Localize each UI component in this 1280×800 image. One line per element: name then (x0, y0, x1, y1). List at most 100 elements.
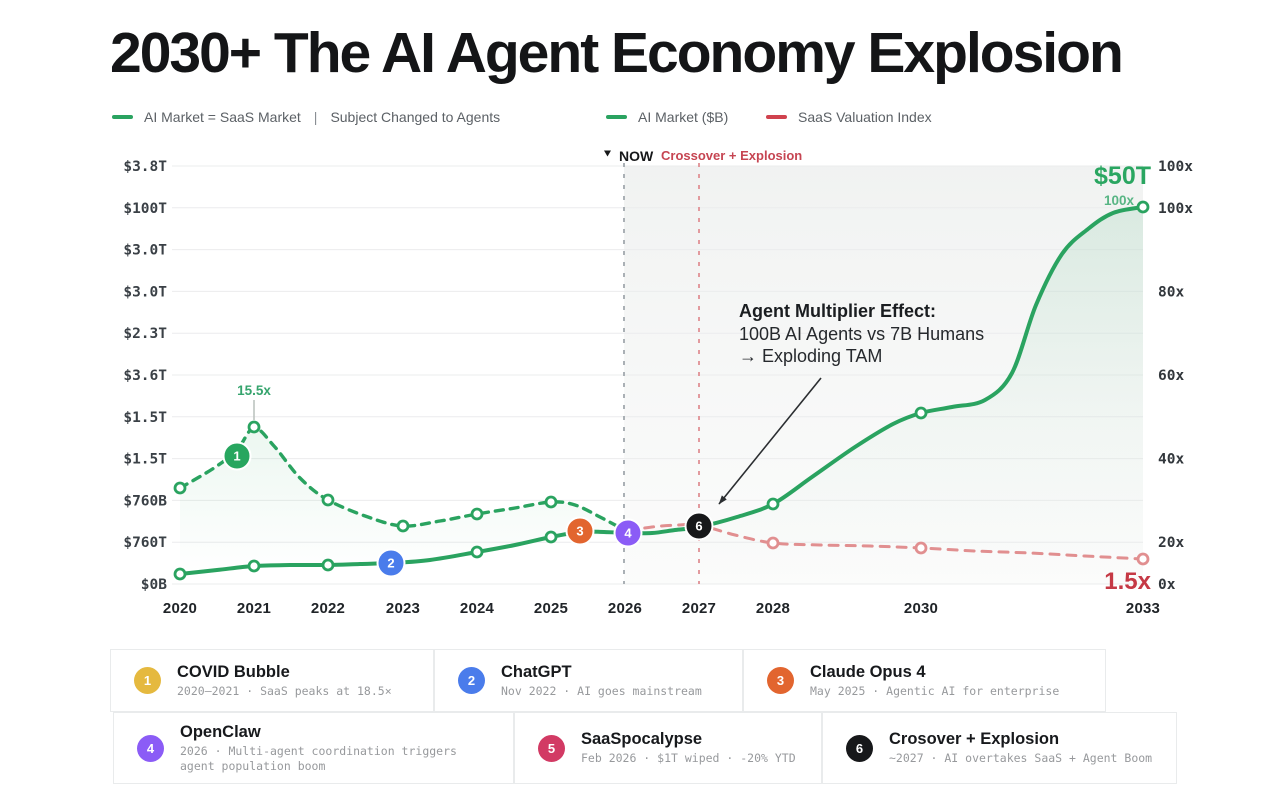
y-axis-label-left: $1.5T (123, 410, 167, 426)
y-axis-label-left: $3.0T (123, 243, 167, 259)
series-line (626, 522, 1145, 561)
event-card-6: 6 Crosover + Explosion ~2027 · AI overtake… (822, 712, 1177, 784)
y-axis-label-left: $760B (123, 493, 167, 509)
y-axis-label-right: 20x (1158, 535, 1184, 551)
x-axis-label: 2024 (460, 600, 495, 617)
x-axis-label: 2021 (237, 600, 271, 617)
event-marker-number: 4 (624, 526, 632, 541)
data-point-marker (1136, 200, 1150, 214)
event-card-1: 1 COVID Bubble 2020–2021 · SaaS peaks at 1… (110, 649, 434, 712)
data-point-marker (470, 545, 484, 559)
y-axis-label-left: $100T (123, 201, 167, 217)
chart-label: $50T (1094, 162, 1151, 190)
event-card-desc: Feb 2026 · $1T wiped · -20% YTD (581, 751, 796, 765)
event-marker-1 (222, 441, 252, 471)
data-point-marker (173, 481, 187, 495)
event-card-2: 2 ChatGPT Nov 2022 · AI goes mainstream (434, 649, 743, 712)
y-axis-label-left: $3.0T (123, 284, 167, 300)
data-point-marker (544, 495, 558, 509)
legend-item-saas-index: SaaS Valuation Index (766, 104, 932, 130)
event-number-badge: 4 (137, 734, 164, 762)
event-marker-3 (565, 516, 595, 546)
chart-label: 1.5x (1104, 568, 1151, 595)
y-axis-label-left: $3.8T (123, 159, 167, 175)
event-card-title: SaaSpocalypse (581, 730, 703, 748)
chart-label: Agent Multiplier Effect: (739, 301, 936, 321)
y-axis-label-right: 0x (1158, 577, 1176, 593)
event-marker-6 (684, 511, 714, 541)
data-point-marker (914, 406, 928, 420)
legend-item-ai-saas: AI Market = SaaS Market | Subject Change… (112, 104, 500, 130)
event-card-3: 3 Claude Opus 4 May 2025 · Agentic AI for … (743, 649, 1106, 712)
series-area (699, 207, 1143, 584)
data-point-marker (470, 507, 484, 521)
event-card-desc: 2020–2021 · SaaS peaks at 18.5× (177, 683, 392, 698)
legend-label: AI Market = SaaS Market (144, 109, 301, 125)
chart-label: 100x (1104, 193, 1135, 208)
x-axis-label: 2027 (682, 600, 716, 617)
legend-sublabel: Subject Changed to Agents (330, 109, 501, 125)
event-card-title: ChatGPT (501, 662, 572, 681)
event-number-badge: 3 (767, 667, 794, 694)
event-marker-number: 2 (387, 556, 394, 571)
chart-label: 15.5x (237, 383, 271, 398)
legend-label: SaaS Valuation Index (798, 109, 932, 125)
data-point-marker (766, 536, 780, 550)
y-axis-label-left: $1.5T (123, 452, 167, 468)
chart-label: NOW (619, 148, 654, 164)
series-area (180, 427, 628, 574)
event-marker-number: 6 (695, 519, 702, 534)
page-title: 2030+ The AI Agent Economy Explosion (110, 21, 1124, 85)
event-number-badge: 6 (846, 734, 873, 762)
event-marker-2 (376, 548, 406, 578)
event-number-badge: 1 (134, 667, 161, 694)
x-axis-label: 2033 (1126, 600, 1160, 617)
event-card-title: Claude Opus 4 (810, 662, 926, 681)
event-card-title: COVID Bubble (177, 662, 290, 681)
x-axis-label: 2030 (904, 600, 938, 617)
y-axis-label-right: 80x (1158, 284, 1184, 300)
legend-label: AI Market ($B) (638, 109, 729, 125)
event-card-4: 4 OpenClaw 2026 · Multi-agent coordination… (113, 712, 514, 784)
event-number-badge: 5 (538, 734, 565, 762)
event-card-5: 5 SaaSpocalypse Feb 2026 · $1T wiped · -20… (514, 712, 822, 784)
event-card-desc: 2026 · Multi-agent coordination triggers (180, 743, 457, 758)
y-axis-label-right: 40x (1158, 452, 1184, 468)
event-card-desc: ~2027 · AI overtakes SaaS + Agent Boom (889, 751, 1153, 765)
y-axis-label-right: 100x (1158, 159, 1193, 175)
data-point-marker (247, 420, 261, 434)
y-axis-label-left: $0B (141, 577, 167, 593)
data-point-marker (914, 541, 928, 555)
x-axis-label: 2028 (756, 600, 790, 617)
y-axis-label-left: $3.6T (123, 368, 167, 384)
x-axis-label: 2022 (311, 600, 345, 617)
data-point-marker (173, 567, 187, 581)
y-axis-label-left: $2.3T (123, 326, 167, 342)
legend-dash-green-icon (606, 115, 627, 119)
event-marker-number: 3 (576, 524, 583, 539)
data-point-marker (544, 530, 558, 544)
data-point-marker (766, 497, 780, 511)
data-point-marker (396, 519, 410, 533)
legend-dash-red-icon (766, 115, 787, 119)
series-line (178, 426, 630, 534)
data-point-marker (321, 558, 335, 572)
event-card-desc: May 2025 · Agentic AI for enterprise (810, 683, 1060, 698)
legend-item-ai-market: AI Market ($B) (606, 104, 728, 130)
series-line (178, 205, 1145, 576)
event-marker-4 (613, 518, 643, 548)
data-point-marker (247, 559, 261, 573)
now-triangle-icon (604, 150, 611, 157)
event-card-desc: Nov 2022 · AI goes mainstream (501, 683, 702, 698)
y-axis-label-right: 100x (1158, 201, 1193, 217)
event-card-title: Crosover + Explosion (889, 730, 1060, 748)
event-number-badge: 2 (458, 667, 485, 694)
data-point-marker (1136, 552, 1150, 566)
annotation-arrow (718, 377, 822, 505)
y-axis-label-right: 60x (1158, 368, 1184, 384)
chart-label: 100B AI Agents vs 7B Humans (739, 324, 984, 344)
x-axis-label: 2020 (163, 600, 197, 617)
chart-label: → Exploding TAM (739, 346, 882, 366)
